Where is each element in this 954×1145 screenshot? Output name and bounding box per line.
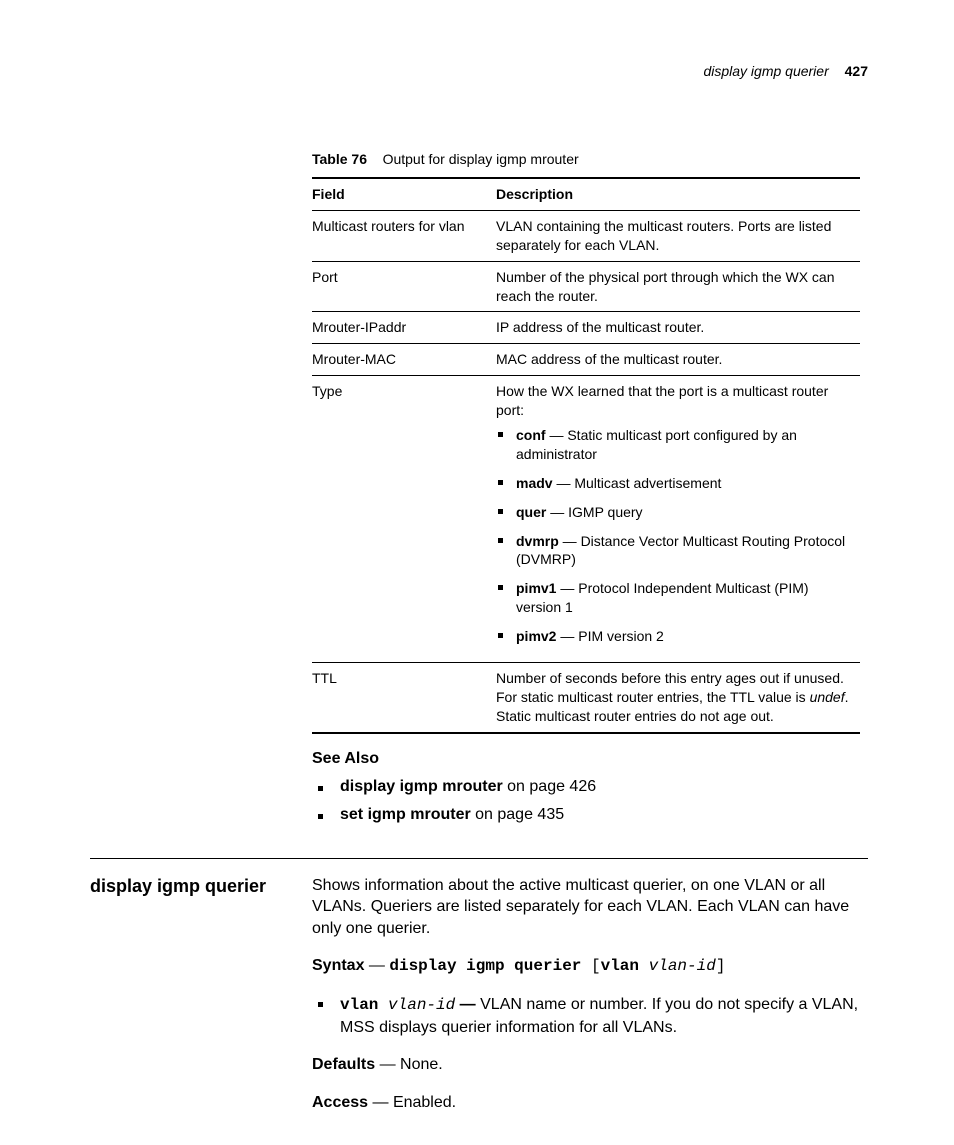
cell-desc: VLAN containing the multicast routers. P… — [496, 210, 860, 261]
table-caption-text — [371, 151, 383, 167]
syntax-open: [ — [581, 957, 600, 975]
header-title: display igmp querier — [703, 63, 828, 79]
cell-field: Type — [312, 376, 496, 663]
access-line: Access — Enabled. — [312, 1092, 868, 1114]
cell-desc: How the WX learned that the port is a mu… — [496, 376, 860, 663]
type-term: pimv1 — [516, 580, 556, 596]
cell-desc: MAC address of the multicast router. — [496, 344, 860, 376]
param-arg: vlan-id — [388, 996, 455, 1014]
syntax-arg: vlan-id — [649, 957, 716, 975]
type-desc: — Multicast advertisement — [553, 475, 722, 491]
param-space — [378, 996, 388, 1014]
type-term: pimv2 — [516, 628, 556, 644]
syntax-line: Syntax — display igmp querier [vlan vlan… — [312, 955, 868, 978]
table-caption: Table 76 Output for display igmp mrouter — [312, 151, 868, 167]
ttl-pre: Number of seconds before this entry ages… — [496, 670, 844, 705]
see-also-item: set igmp mrouter on page 435 — [312, 806, 868, 824]
col-field: Field — [312, 178, 496, 210]
cell-field: Mrouter-MAC — [312, 344, 496, 376]
type-item: dvmrp — Distance Vector Multicast Routin… — [496, 532, 854, 570]
syntax-keyword: vlan — [601, 957, 639, 975]
header-page-number: 427 — [845, 63, 868, 79]
command-body: Shows information about the active multi… — [312, 875, 868, 1130]
table-caption-label: Table 76 — [312, 151, 367, 167]
page: display igmp querier 427 Table 76 Output… — [0, 0, 954, 1145]
command-name: display igmp querier — [90, 875, 312, 1130]
table-row: Type How the WX learned that the port is… — [312, 376, 860, 663]
type-item: conf — Static multicast port configured … — [496, 426, 854, 464]
type-desc: — Static multicast port configured by an… — [516, 427, 797, 462]
type-item: pimv1 — Protocol Independent Multicast (… — [496, 579, 854, 617]
see-also-item: display igmp mrouter on page 426 — [312, 778, 868, 796]
defaults-line: Defaults — None. — [312, 1054, 868, 1076]
table-row: Mrouter-IPaddr IP address of the multica… — [312, 312, 860, 344]
access-value: — Enabled. — [368, 1094, 456, 1111]
see-also-rest: on page 426 — [503, 778, 596, 795]
cell-desc: Number of seconds before this entry ages… — [496, 663, 860, 733]
type-list: conf — Static multicast port configured … — [496, 426, 854, 646]
param-list: vlan vlan-id — VLAN name or number. If y… — [312, 994, 868, 1038]
syntax-label: Syntax — [312, 957, 364, 974]
command-section: display igmp querier Shows information a… — [90, 875, 868, 1130]
type-term: conf — [516, 427, 546, 443]
param-dash: — — [455, 996, 480, 1013]
cell-field: Port — [312, 261, 496, 312]
access-label: Access — [312, 1094, 368, 1111]
table-row: Multicast routers for vlan VLAN containi… — [312, 210, 860, 261]
cell-field: Multicast routers for vlan — [312, 210, 496, 261]
type-term: quer — [516, 504, 546, 520]
table-row: Port Number of the physical port through… — [312, 261, 860, 312]
see-also-cmd: display igmp mrouter — [340, 778, 503, 795]
param-item: vlan vlan-id — VLAN name or number. If y… — [312, 994, 868, 1038]
type-desc: — Distance Vector Multicast Routing Prot… — [516, 533, 845, 568]
defaults-value: — None. — [375, 1056, 443, 1073]
table-row: TTL Number of seconds before this entry … — [312, 663, 860, 733]
param-keyword: vlan — [340, 996, 378, 1014]
cell-field: TTL — [312, 663, 496, 733]
syntax-close: ] — [716, 957, 726, 975]
type-desc: — PIM version 2 — [556, 628, 663, 644]
cell-desc: Number of the physical port through whic… — [496, 261, 860, 312]
cell-field: Mrouter-IPaddr — [312, 312, 496, 344]
table-row: Mrouter-MAC MAC address of the multicast… — [312, 344, 860, 376]
type-term: dvmrp — [516, 533, 559, 549]
syntax-space — [639, 957, 649, 975]
section-divider — [90, 858, 868, 859]
see-also-cmd: set igmp mrouter — [340, 806, 471, 823]
see-also-heading: See Also — [312, 750, 868, 768]
command-summary: Shows information about the active multi… — [312, 875, 868, 940]
type-intro: How the WX learned that the port is a mu… — [496, 383, 828, 418]
type-term: madv — [516, 475, 553, 491]
ttl-ital: undef — [810, 689, 845, 705]
table-header-row: Field Description — [312, 178, 860, 210]
output-table: Field Description Multicast routers for … — [312, 177, 860, 734]
cell-desc: IP address of the multicast router. — [496, 312, 860, 344]
type-item: madv — Multicast advertisement — [496, 474, 854, 493]
defaults-label: Defaults — [312, 1056, 375, 1073]
type-item: quer — IGMP query — [496, 503, 854, 522]
col-description: Description — [496, 178, 860, 210]
running-header: display igmp querier 427 — [90, 63, 868, 79]
syntax-dash: — — [364, 957, 389, 974]
type-item: pimv2 — PIM version 2 — [496, 627, 854, 646]
see-also-rest: on page 435 — [471, 806, 564, 823]
type-desc: — IGMP query — [546, 504, 642, 520]
see-also-list: display igmp mrouter on page 426 set igm… — [312, 778, 868, 824]
syntax-command: display igmp querier — [389, 957, 581, 975]
see-also: See Also display igmp mrouter on page 42… — [312, 750, 868, 824]
type-desc: — Protocol Independent Multicast (PIM) v… — [516, 580, 809, 615]
table-caption-desc: Output for display igmp mrouter — [383, 151, 579, 167]
